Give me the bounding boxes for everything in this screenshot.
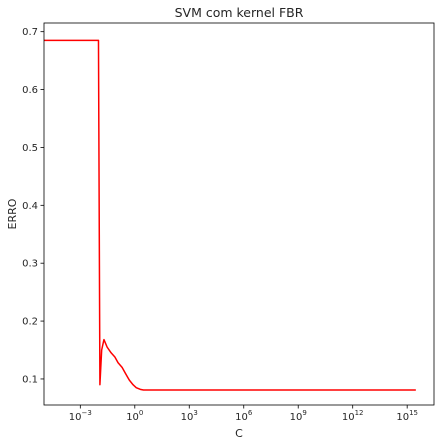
x-tick-exponent: 3: [193, 409, 197, 417]
x-tick-label: 106: [235, 409, 253, 423]
x-tick-base: 10: [235, 412, 248, 423]
y-tick-label: 0.5: [22, 143, 38, 154]
x-tick-base: 10: [342, 412, 355, 423]
y-axis-ticks: 0.1 0.2 0.3 0.4 0.5 0.6 0.7: [22, 27, 44, 385]
x-axis-ticks: 10−3 100 103 106 109 1012 1015: [69, 405, 418, 423]
series-line-0: [44, 39, 416, 391]
x-tick-label: 109: [290, 409, 307, 423]
x-tick-exponent: 9: [302, 409, 306, 417]
plot-area: [44, 23, 434, 405]
x-tick-exponent: 0: [139, 409, 143, 417]
x-axis-label: C: [235, 427, 243, 440]
x-tick-exponent: 6: [248, 409, 253, 417]
y-tick-label: 0.1: [22, 374, 38, 385]
y-tick-label: 0.3: [22, 259, 38, 270]
x-tick-label: 1012: [342, 409, 364, 423]
y-tick-label: 0.7: [22, 27, 38, 38]
y-tick-label: 0.6: [22, 85, 38, 96]
chart-title: SVM com kernel FBR: [175, 5, 304, 20]
x-tick-exponent: −3: [82, 409, 92, 417]
x-tick-label: 100: [126, 409, 143, 423]
series-layer: [44, 39, 416, 391]
x-tick-exponent: 12: [355, 409, 364, 417]
x-tick-base: 10: [181, 412, 194, 423]
x-tick-exponent: 15: [409, 409, 418, 417]
y-tick-label: 0.4: [22, 201, 38, 212]
x-tick-label: 103: [181, 409, 198, 423]
plot-frame: [43, 22, 435, 406]
x-tick-base: 10: [126, 412, 139, 423]
x-tick-label: 10−3: [69, 409, 92, 423]
y-tick-label: 0.2: [22, 317, 38, 328]
x-tick-base: 10: [69, 412, 82, 423]
x-tick-label: 1015: [396, 409, 418, 423]
x-tick-base: 10: [290, 412, 303, 423]
y-axis-label: ERRO: [6, 198, 19, 229]
x-tick-base: 10: [396, 412, 409, 423]
